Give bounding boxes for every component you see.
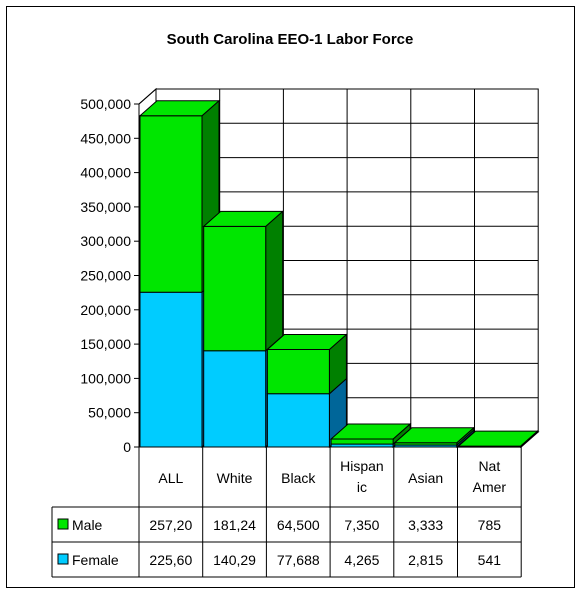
bar-top-male [138, 100, 221, 117]
x-category-label: White [217, 470, 253, 486]
table-value-male: 64,500 [277, 517, 320, 533]
chart-title: South Carolina EEO-1 Labor Force [167, 31, 414, 48]
legend-label-female: Female [72, 552, 119, 568]
bar-top-male [202, 210, 285, 227]
y-tick-label: 250,000 [80, 268, 131, 284]
y-tick-label: 350,000 [80, 199, 131, 215]
gridline-side [138, 88, 157, 105]
table-value-male: 181,24 [213, 517, 256, 533]
y-tick-label: 500,000 [80, 96, 131, 112]
legend-swatch-male [57, 518, 69, 530]
table-value-male: 257,20 [149, 517, 192, 533]
x-category-label: ic [357, 479, 367, 495]
bar-male [139, 115, 203, 293]
bar-male [266, 348, 330, 395]
bar-male [330, 438, 394, 445]
bar-female [203, 350, 267, 448]
bar-top-male [266, 333, 348, 350]
x-category-label: Black [281, 470, 316, 486]
y-tick-label: 50,000 [88, 405, 131, 421]
y-tick-label: 450,000 [80, 130, 131, 146]
bar-top-male [457, 430, 539, 447]
y-tick-label: 200,000 [80, 302, 131, 318]
y-tick-label: 150,000 [80, 336, 131, 352]
bar-female [266, 393, 330, 448]
table-value-female: 4,265 [344, 552, 379, 568]
table-value-female: 225,60 [149, 552, 192, 568]
y-tick-label: 300,000 [80, 233, 131, 249]
legend-swatch-female [57, 553, 69, 565]
bar-side-male [265, 210, 284, 352]
bar-top-male [329, 423, 412, 440]
bar-top-male [393, 427, 476, 444]
table-value-female: 77,688 [277, 552, 320, 568]
table-value-male: 3,333 [408, 517, 443, 533]
y-tick-label: 0 [123, 439, 131, 455]
table-value-female: 541 [478, 552, 502, 568]
table-value-male: 785 [478, 517, 502, 533]
table-value-female: 140,29 [213, 552, 256, 568]
x-category-label: Nat [478, 458, 500, 474]
legend-label-male: Male [72, 517, 103, 533]
bar-female [139, 291, 203, 448]
x-category-label: Asian [408, 470, 443, 486]
x-category-label: Amer [473, 479, 507, 495]
x-category-label: ALL [158, 470, 183, 486]
table-value-male: 7,350 [344, 517, 379, 533]
table-value-female: 2,815 [408, 552, 443, 568]
x-category-label: Hispan [340, 458, 384, 474]
y-tick-label: 100,000 [80, 370, 131, 386]
bar-male [203, 225, 267, 352]
y-tick-label: 400,000 [80, 165, 131, 181]
